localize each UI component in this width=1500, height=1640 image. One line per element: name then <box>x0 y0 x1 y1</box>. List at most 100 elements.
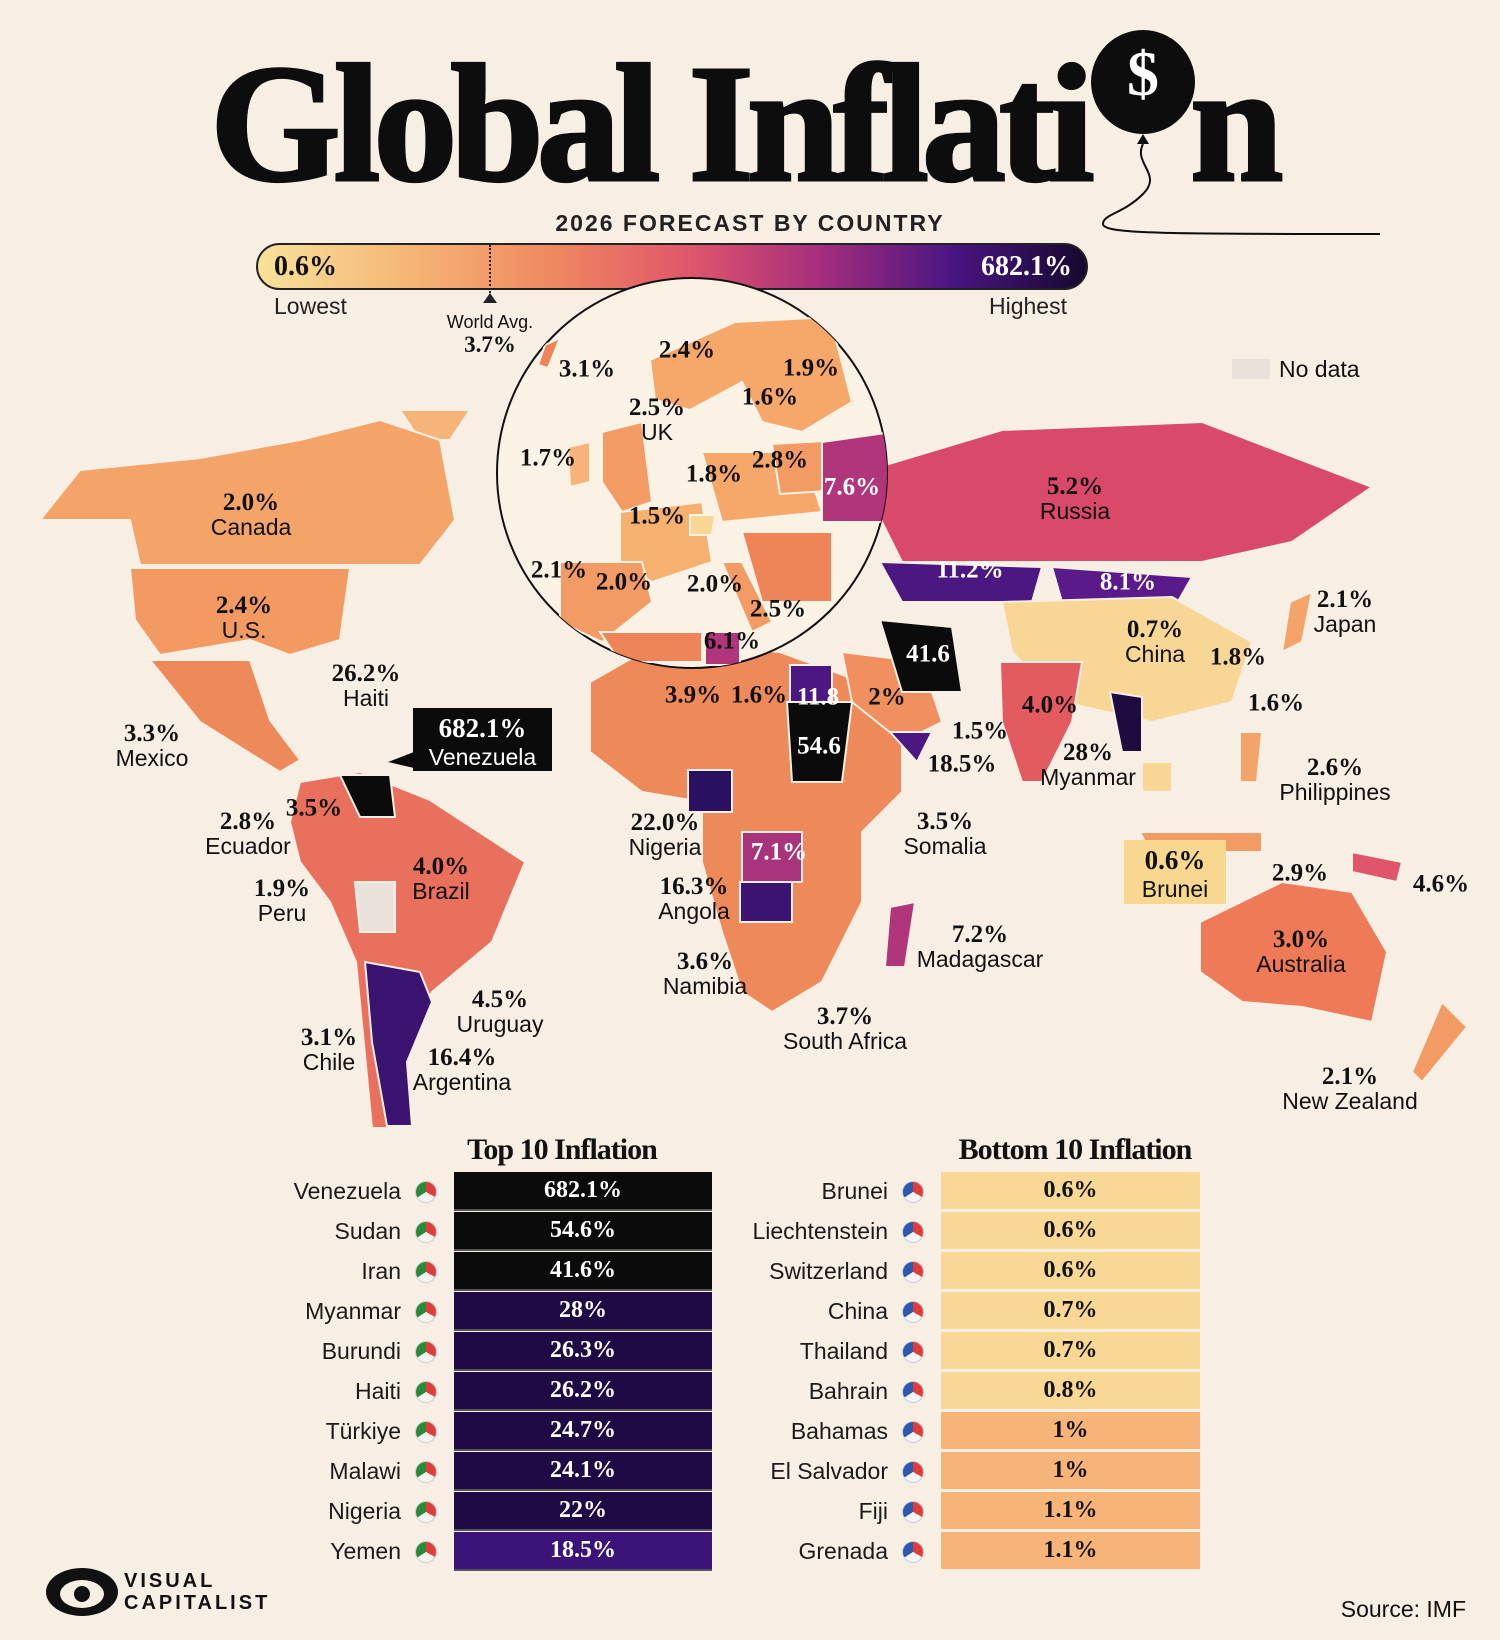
region-canada <box>37 418 457 566</box>
label-country: Somalia <box>903 833 987 859</box>
region-thailand <box>1141 761 1173 793</box>
table-row-value: 28% <box>454 1292 712 1331</box>
table-row-value: 26.3% <box>454 1332 712 1371</box>
flag-icon <box>902 1501 924 1523</box>
no-data-swatch <box>1232 359 1270 379</box>
region-iberia <box>559 561 654 644</box>
flag-icon <box>902 1341 924 1363</box>
region-new-zealand <box>1410 1000 1469 1084</box>
table-row-value: 0.6% <box>941 1172 1200 1211</box>
highest-label: Highest <box>989 293 1067 319</box>
label-value: 18.5% <box>927 750 997 778</box>
map-label-value-28: 8.1% <box>1100 570 1156 595</box>
map-label-value-43: 1.6% <box>742 385 798 410</box>
world-avg-marker <box>489 245 491 293</box>
map-label-peru: 1.9% Peru <box>254 876 310 925</box>
label-value: 1.6% <box>741 383 799 411</box>
label-value: 26.2% <box>331 660 401 687</box>
map-label-value-49: 1.5% <box>629 504 685 529</box>
flag-icon <box>902 1421 924 1443</box>
table-row-country: Sudan <box>334 1218 401 1244</box>
label-value: 3.7% <box>816 1003 874 1030</box>
label-value: 2.5% <box>628 394 686 421</box>
bottom10-title: Bottom 10 Inflation <box>958 1133 1193 1166</box>
flag-icon <box>415 1261 437 1283</box>
label-value: 1.5% <box>628 502 686 530</box>
label-country: UK <box>641 419 673 445</box>
region-congo <box>741 831 803 883</box>
label-value: 3.5% <box>285 794 343 822</box>
callout-value: 0.6% <box>1144 845 1206 875</box>
table-row-value: 1.1% <box>941 1492 1200 1531</box>
region-bolivia <box>353 881 396 933</box>
map-label-value-50: 2.1% <box>531 558 587 583</box>
label-country: Nigeria <box>628 834 702 860</box>
map-label-china: 0.7% China <box>1125 617 1185 666</box>
table-row-value: 0.6% <box>941 1252 1200 1291</box>
label-country: Japan <box>1313 611 1377 637</box>
map-label-argentina: 16.4% Argentina <box>413 1045 511 1094</box>
label-value: 3.9% <box>664 681 722 709</box>
region-scandinavia <box>648 315 854 434</box>
callout-value: 682.1% <box>438 713 527 743</box>
label-country: Chile <box>302 1049 356 1075</box>
label-country: U.S. <box>221 617 267 643</box>
title-main: Global Inflati <box>209 31 1097 217</box>
label-country: Australia <box>1256 951 1346 977</box>
label-value: 11.8 <box>796 683 840 711</box>
label-country: Myanmar <box>1040 764 1136 790</box>
region-argentina <box>363 960 434 1127</box>
table-row-country: Türkiye <box>325 1418 401 1444</box>
table-row-country: Nigeria <box>328 1498 401 1524</box>
label-value: 2.1% <box>530 556 588 584</box>
label-value: 3.1% <box>300 1024 358 1051</box>
flag-icon <box>415 1301 437 1323</box>
label-country: Madagascar <box>916 946 1044 972</box>
label-value: 54.6 <box>797 732 841 760</box>
label-country: Philippines <box>1279 779 1391 805</box>
brunei-callout: 0.6% Brunei <box>1124 840 1226 904</box>
table-row-country: Haiti <box>354 1378 401 1404</box>
label-value: 2% <box>868 683 906 711</box>
map-label-uruguay: 4.5% Uruguay <box>457 987 544 1036</box>
flag-icon <box>415 1221 437 1243</box>
region-angola <box>739 881 793 923</box>
label-value: 2.8% <box>219 808 277 835</box>
table-row-country: El Salvador <box>770 1458 888 1484</box>
map-label-mexico: 3.3% Mexico <box>116 721 189 770</box>
map-label-value-19: 1.6% <box>731 683 787 708</box>
table-row-value: 41.6% <box>454 1252 712 1291</box>
map-label-value-5: 3.5% <box>286 796 342 821</box>
flag-icon <box>415 1541 437 1563</box>
map-label-value-30: 1.8% <box>1210 645 1266 670</box>
label-value: 4.0% <box>412 853 470 880</box>
flag-icon <box>902 1541 924 1563</box>
label-value: 16.4% <box>427 1044 497 1071</box>
label-value: 2.0% <box>222 489 280 516</box>
map-label-value-27: 11.2% <box>936 558 1003 583</box>
region-australia <box>1199 880 1389 1024</box>
label-country: Mexico <box>115 745 189 771</box>
table-row-value: 682.1% <box>454 1172 712 1211</box>
map-label-value-52: 2.0% <box>687 572 743 597</box>
map-label-brazil: 4.0% Brazil <box>412 854 470 903</box>
world-avg-value: 3.7% <box>464 332 516 357</box>
lowest-label: Lowest <box>274 293 347 319</box>
region-india <box>998 661 1084 783</box>
region-russia <box>860 420 1375 563</box>
label-value: 7.1% <box>750 838 808 866</box>
table-row-country: Liechtenstein <box>752 1218 888 1244</box>
map-label-ecuador: 2.8% Ecuador <box>205 809 291 858</box>
table-row-value: 0.7% <box>941 1332 1200 1371</box>
table-row-country: Iran <box>361 1258 401 1284</box>
flag-icon <box>415 1421 437 1443</box>
table-row-value: 0.7% <box>941 1292 1200 1331</box>
region-japan <box>1280 590 1314 654</box>
region-yemen <box>887 731 934 764</box>
label-value: 1.9% <box>253 875 311 902</box>
table-row-value: 24.1% <box>454 1452 712 1491</box>
map-label-value-22: 2% <box>868 685 906 710</box>
label-value: 3.5% <box>916 808 974 835</box>
flag-icon <box>415 1381 437 1403</box>
